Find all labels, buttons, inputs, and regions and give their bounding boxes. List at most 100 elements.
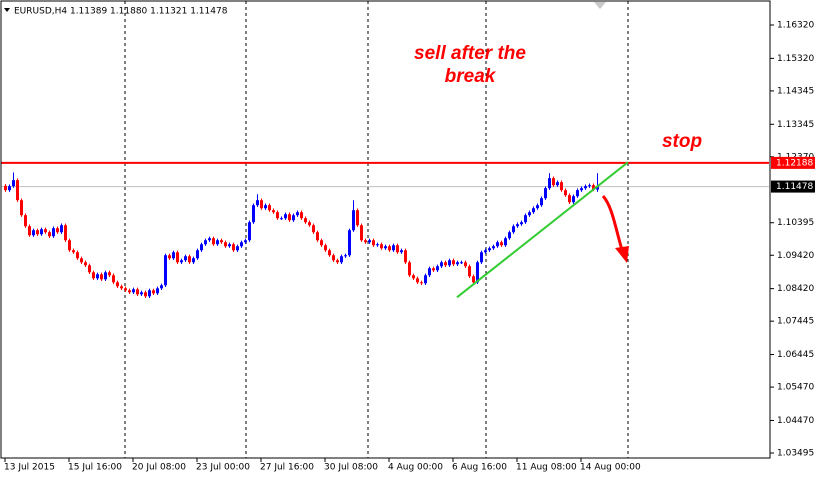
candle-body [56, 228, 59, 233]
candle-body [156, 288, 159, 294]
x-tick-label: 4 Aug 00:00 [388, 463, 443, 473]
candle-body [276, 212, 279, 219]
y-tick-label: 1.14345 [777, 86, 814, 96]
menu-triangle[interactable] [4, 8, 10, 12]
overlay-layer [456, 161, 629, 299]
candle-body [336, 260, 339, 263]
candle-body [508, 232, 511, 239]
candle-body [408, 262, 411, 276]
candle-body [368, 240, 371, 243]
candle-body [168, 255, 171, 259]
trendline [456, 161, 629, 299]
candle-body [512, 226, 515, 233]
candle-body [224, 242, 227, 247]
candle-body [404, 250, 407, 263]
candle-body [400, 250, 403, 253]
candle-body [76, 252, 79, 259]
candle-body [196, 250, 199, 259]
candle-body [40, 229, 43, 235]
candle-body [300, 212, 303, 219]
y-tick-label: 1.08420 [777, 284, 814, 294]
candle-body [440, 262, 443, 267]
candle-body [580, 188, 583, 191]
candle-body [48, 232, 51, 237]
x-tick-label: 20 Jul 08:00 [132, 463, 186, 473]
candle-body [164, 255, 167, 286]
candle-body [4, 185, 7, 191]
candle-body [148, 290, 151, 297]
candle-body [96, 274, 99, 279]
y-tick-label: 1.13345 [777, 120, 814, 130]
candle-body [452, 260, 455, 265]
candle-body [112, 275, 115, 283]
candle-body [564, 190, 567, 196]
candle-body [104, 272, 107, 280]
candle-body [64, 225, 67, 241]
candle-body [44, 229, 47, 233]
candle-body [208, 238, 211, 241]
candle-body [184, 256, 187, 261]
candle-body [220, 240, 223, 243]
candle-body [248, 222, 251, 241]
candle-body [304, 218, 307, 223]
candle-body [596, 186, 599, 190]
price-label: 1.12188 [776, 158, 813, 168]
candle-body [36, 230, 39, 235]
y-tick-label: 1.04470 [777, 416, 814, 426]
candle-body [140, 292, 143, 295]
candle-body [108, 272, 111, 276]
candle-body [532, 208, 535, 213]
candle-body [568, 195, 571, 203]
candle-body [32, 230, 35, 236]
candle-body [132, 289, 135, 293]
candle-body [332, 255, 335, 261]
down-arrow-head [615, 246, 629, 263]
candle-body [200, 244, 203, 251]
candle-body [520, 222, 523, 225]
candle-body [296, 212, 299, 216]
candle-body [260, 200, 263, 209]
candle-body [72, 250, 75, 253]
candle-body [388, 246, 391, 251]
x-tick-label: 11 Aug 08:00 [516, 463, 577, 473]
candle-body [476, 262, 479, 283]
candle-body [24, 215, 27, 227]
x-tick-label: 13 Jul 2015 [4, 463, 55, 473]
candle-body [288, 214, 291, 221]
candle-body [340, 256, 343, 263]
candle-body [312, 225, 315, 233]
candle-body [416, 278, 419, 283]
candle-body [80, 258, 83, 263]
candle-body [124, 288, 127, 291]
candle-body [428, 268, 431, 276]
candle-body [504, 238, 507, 246]
candle-body [396, 245, 399, 253]
candle-body [172, 252, 175, 259]
candle-body [176, 252, 179, 263]
candle-body [68, 240, 71, 251]
candle-body [8, 186, 11, 191]
candle-body [144, 292, 147, 297]
candle-body [392, 245, 395, 251]
candle-body [284, 214, 287, 219]
candle-body [516, 224, 519, 227]
plot-frame [0, 0, 771, 459]
down-arrow [601, 194, 624, 251]
candle-body [84, 262, 87, 266]
candle-body [212, 238, 215, 245]
candle-body [316, 232, 319, 241]
candle-body [360, 225, 363, 241]
y-tick-label: 1.16320 [777, 20, 814, 30]
candle-body [232, 244, 235, 251]
candle-body [308, 222, 311, 226]
candle-body [12, 180, 15, 187]
candle-body [496, 242, 499, 247]
candle-body [448, 260, 451, 266]
annotation: sell after the [414, 43, 526, 64]
candle-body [376, 244, 379, 246]
candle-body [228, 244, 231, 247]
candle-body [468, 266, 471, 277]
candle-body [444, 262, 447, 266]
